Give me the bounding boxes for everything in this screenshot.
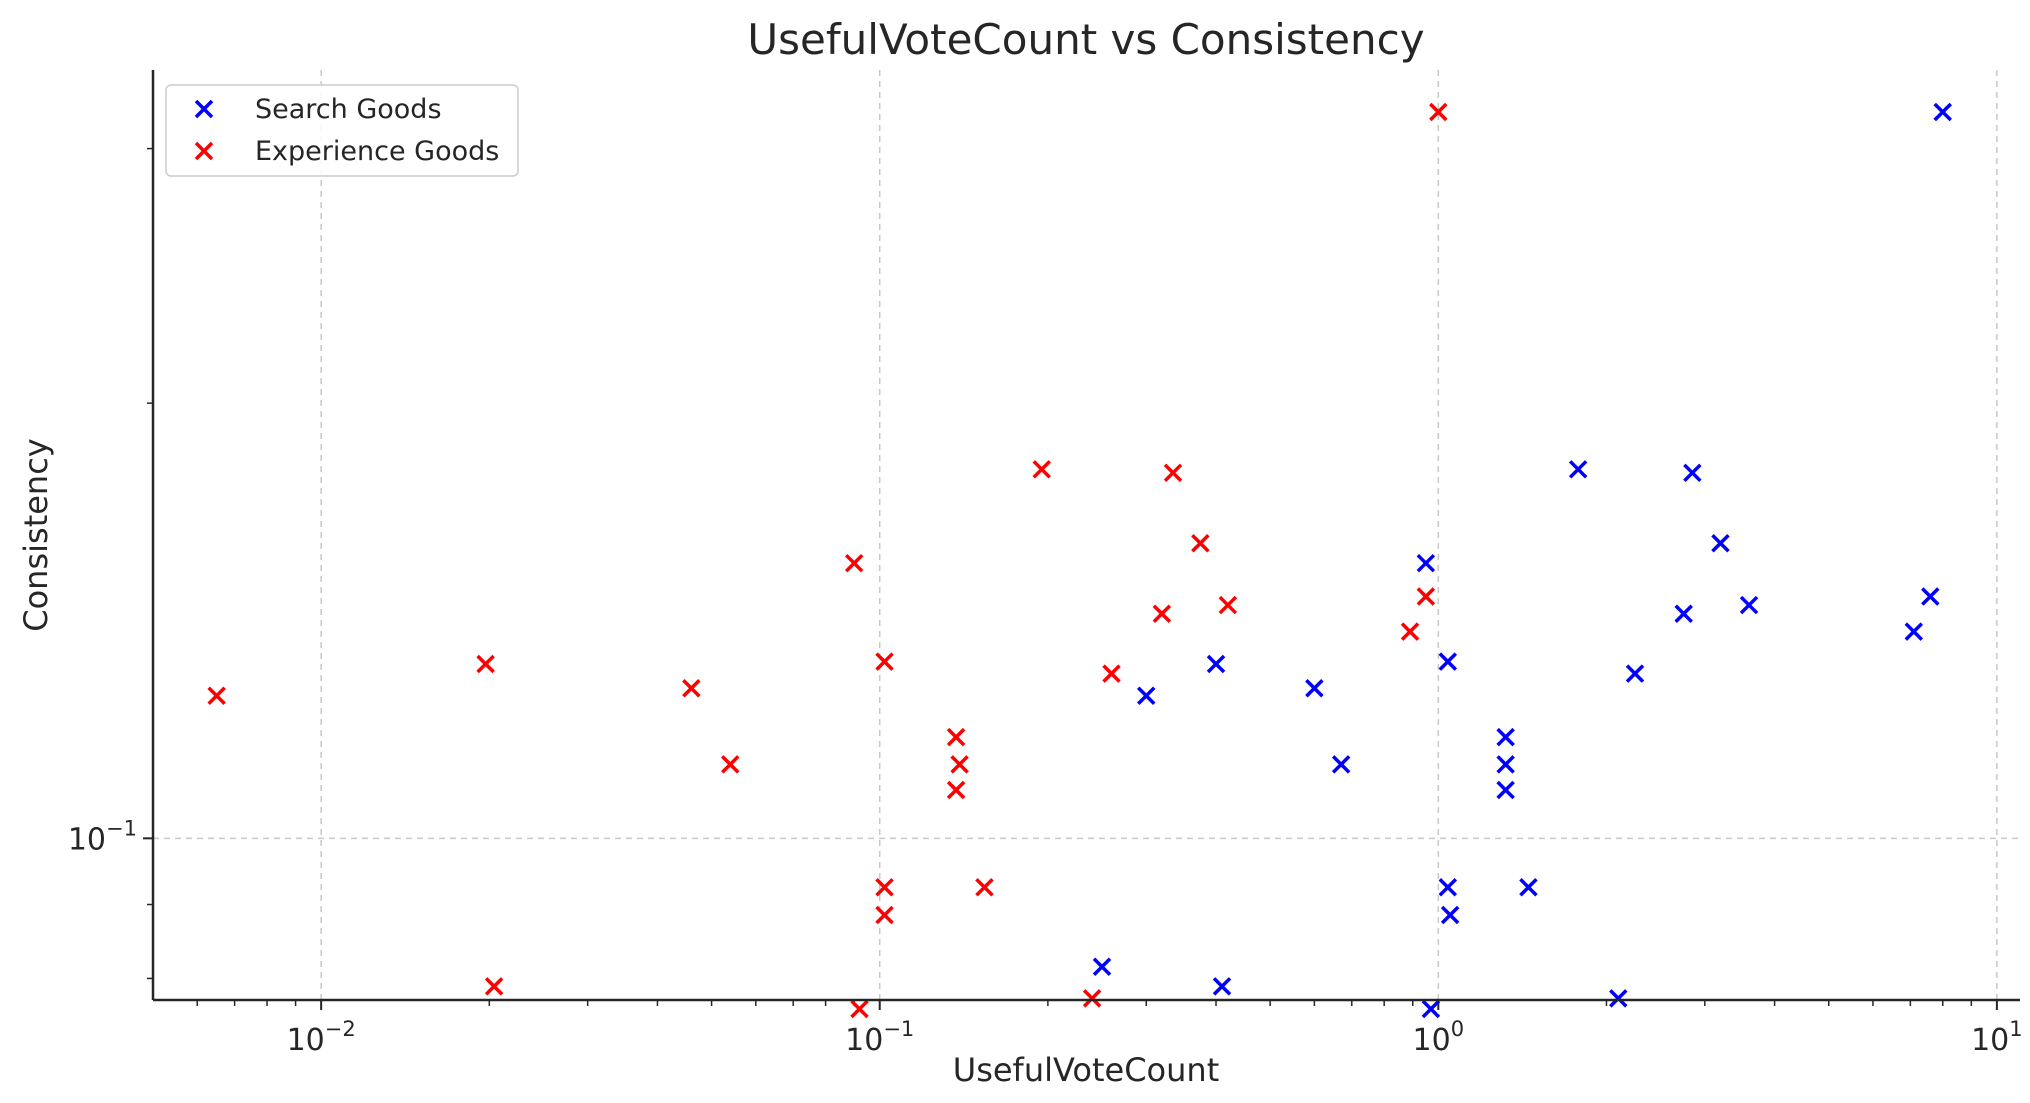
x-tick-label: 10−2 <box>287 1017 356 1058</box>
experience-goods-point <box>950 755 969 774</box>
experience-goods-point <box>875 878 894 897</box>
experience-goods-point <box>1102 664 1121 683</box>
experience-goods-point <box>844 553 864 573</box>
experience-goods-point <box>1082 989 1102 1008</box>
experience-goods-point <box>850 999 869 1019</box>
search-goods-point <box>1440 905 1460 925</box>
legend-marker-experience-goods <box>194 141 214 161</box>
legend-box <box>165 84 519 177</box>
legend-marker-search-goods <box>194 99 214 119</box>
y-axis-label: Consistency <box>17 438 55 631</box>
experience-goods-point <box>1218 595 1238 615</box>
search-goods-point <box>1568 460 1588 479</box>
search-goods-point <box>1136 686 1156 705</box>
search-goods-point <box>1092 957 1112 977</box>
search-goods-point <box>1609 989 1628 1008</box>
search-goods-point <box>1496 727 1515 747</box>
legend-label-experience-goods: Experience Goods <box>255 136 499 167</box>
search-goods-point <box>1496 755 1515 774</box>
experience-goods-point <box>975 878 994 897</box>
legend-label-search-goods: Search Goods <box>255 94 442 125</box>
experience-goods-point <box>484 977 504 996</box>
search-goods-point <box>1921 587 1940 606</box>
experience-goods-point <box>1400 622 1420 641</box>
search-goods-point <box>1421 999 1441 1019</box>
search-goods-point <box>1711 534 1730 553</box>
experience-goods-point <box>207 686 226 705</box>
points-layer <box>207 102 1952 1019</box>
experience-goods-point <box>1416 587 1436 606</box>
experience-goods-point <box>1191 534 1210 553</box>
x-tick-labels: 10−2 10−1 100 101 <box>287 1017 2023 1058</box>
x-tick-label: 100 <box>1413 1017 1465 1058</box>
search-goods-point <box>1683 463 1702 483</box>
major-tick-layer <box>143 837 1998 1010</box>
x-tick-label: 10−1 <box>845 1017 914 1058</box>
search-goods-point <box>1212 977 1232 996</box>
x-tick-label: 101 <box>1971 1017 2023 1058</box>
y-tick-labels: 10−1 <box>68 816 137 857</box>
search-goods-point <box>1438 652 1458 671</box>
experience-goods-point <box>1163 463 1183 483</box>
experience-goods-point <box>946 727 966 747</box>
minor-tick-layer <box>147 147 1973 1006</box>
search-goods-point <box>1625 664 1645 683</box>
experience-goods-point <box>946 780 966 800</box>
y-tick-label: 10−1 <box>68 816 137 857</box>
experience-goods-point <box>1429 102 1448 122</box>
legend-x-marker <box>194 99 214 119</box>
legend: Search Goods Experience Goods <box>165 84 519 177</box>
grid-layer <box>153 70 2020 1000</box>
chart-title: UsefulVoteCount vs Consistency <box>747 15 1424 64</box>
search-goods-point <box>1206 654 1226 674</box>
search-goods-point <box>1933 102 1952 122</box>
experience-goods-point <box>1152 604 1172 624</box>
search-goods-point <box>1438 878 1458 897</box>
search-goods-point <box>1674 604 1693 624</box>
experience-goods-point <box>721 755 740 774</box>
experience-goods-point <box>875 905 894 925</box>
experience-goods-point <box>682 679 701 698</box>
search-goods-point <box>1331 755 1351 774</box>
search-goods-point <box>1519 878 1538 897</box>
search-goods-point <box>1739 595 1759 615</box>
experience-goods-point <box>875 652 894 671</box>
legend-x-marker <box>194 141 214 161</box>
search-goods-point <box>1904 622 1924 641</box>
experience-goods-point <box>476 654 495 674</box>
search-goods-point <box>1416 553 1436 573</box>
search-goods-point <box>1496 780 1515 800</box>
x-axis-label: UsefulVoteCount <box>953 1051 1219 1089</box>
search-goods-point <box>1305 679 1324 698</box>
experience-goods-point <box>1032 460 1051 479</box>
